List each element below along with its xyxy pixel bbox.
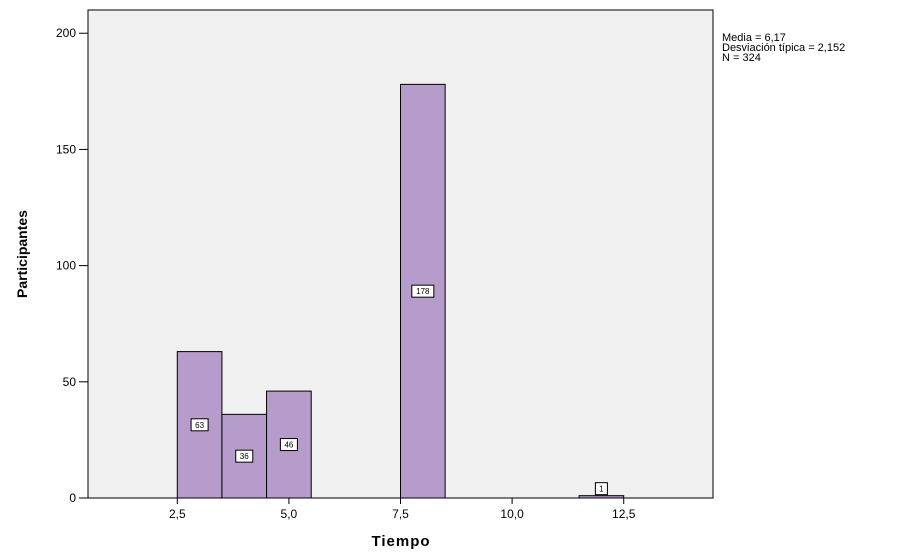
- x-tick-label-1: 5,0: [281, 507, 298, 521]
- data-label-0: 63: [195, 421, 204, 430]
- data-label-box-2: [279, 438, 298, 452]
- data-label-3: 178: [416, 287, 430, 296]
- y-axis-title: Participantes: [14, 210, 30, 298]
- data-label-1: 36: [240, 452, 249, 461]
- data-label-box-1: [235, 449, 254, 463]
- y-tick-label-1: 50: [63, 375, 77, 389]
- bar-4: [578, 495, 625, 499]
- data-label-box-0: [190, 418, 209, 432]
- data-labels-group: 63 36 46 178 1: [190, 284, 608, 496]
- x-tick-label-4: 12,5: [612, 507, 636, 521]
- x-axis: 2,5 5,0 7,5 10,0 12,5: [169, 498, 636, 521]
- data-label-box-4: [594, 482, 608, 496]
- x-axis-title: Tiempo: [371, 533, 430, 550]
- stats-box: Media = 6,17 Desviación típica = 2,152 N…: [722, 32, 846, 64]
- y-tick-label-2: 100: [56, 259, 76, 273]
- x-tick-label-2: 7,5: [392, 507, 409, 521]
- data-label-2: 46: [284, 441, 293, 450]
- stats-mean: Media = 6,17: [722, 32, 786, 44]
- y-tick-label-0: 0: [69, 491, 76, 505]
- stats-n: N = 324: [722, 52, 761, 64]
- y-axis: 0 50 100 150 200: [56, 26, 88, 505]
- x-tick-label-0: 2,5: [169, 507, 186, 521]
- data-label-4: 1: [599, 485, 604, 494]
- y-tick-label-3: 150: [56, 142, 76, 156]
- x-tick-label-3: 10,0: [500, 507, 524, 521]
- stats-sd: Desviación típica = 2,152: [722, 42, 846, 54]
- data-label-box-3: [411, 284, 435, 298]
- y-tick-label-4: 200: [56, 26, 76, 40]
